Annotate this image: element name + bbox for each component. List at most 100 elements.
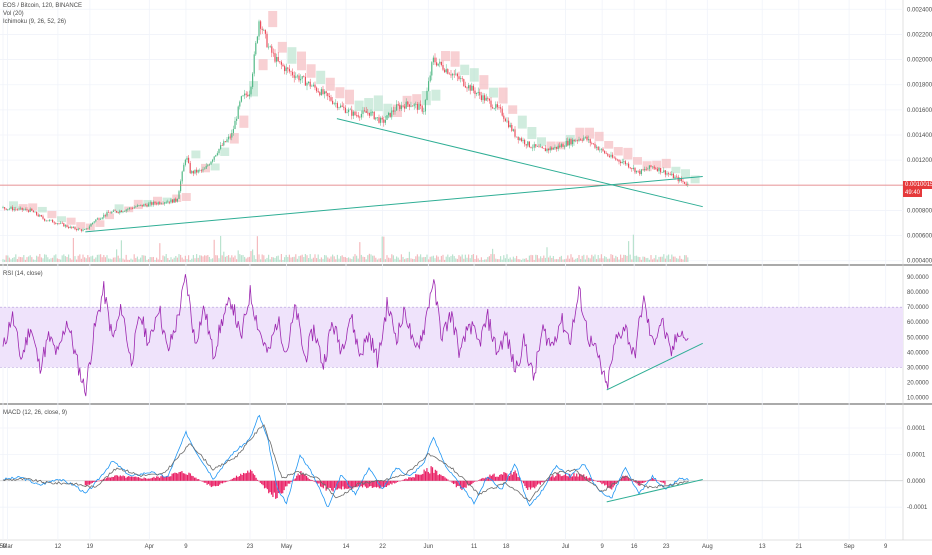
candle-body [682,180,684,182]
volume-bar [63,254,65,262]
macd-histogram-bar [637,480,639,486]
volume-bar [311,258,313,262]
macd-histogram-bar [360,480,362,487]
ichimoku-cloud [153,196,162,206]
volume-bar [356,255,358,262]
volume-bar [184,255,186,262]
macd-histogram-bar [311,479,313,481]
volume-bar [151,257,153,262]
candle-body [160,203,162,205]
candle-body [460,78,462,79]
candle-body [637,170,639,172]
macd-histogram-bar [455,480,457,488]
macd-histogram-bar [427,471,429,481]
macd-histogram-bar [434,469,436,481]
volume-bar [260,259,262,262]
macd-histogram-bar [608,480,610,488]
candle-body [23,209,25,211]
candle-body [364,110,366,112]
volume-bar [640,259,642,262]
rsi-tick-label: 90.0000 [907,275,929,281]
macd-histogram-bar [478,480,480,481]
macd-histogram-bar [513,472,515,481]
volume-bar [581,255,583,262]
macd-histogram-bar [539,480,541,485]
volume-bar [53,255,55,262]
candle-body [344,107,346,113]
macd-histogram-bar [296,475,298,481]
ichimoku-cloud [594,131,604,142]
candle-body [127,208,129,210]
candle-body [639,170,641,175]
volume-bar [548,257,550,262]
volume-bar [133,254,135,262]
volume-bar [189,259,191,262]
volume-bar [541,258,543,262]
candle-body [29,208,31,212]
volume-bar [628,241,630,262]
volume-bar [477,258,479,262]
volume-bar [474,259,476,262]
price-trendline [336,118,703,208]
volume-bar [124,259,126,262]
x-tick-label: May [281,544,292,550]
volume-bar [522,258,524,262]
ichimoku-cloud [325,77,335,91]
ichimoku-cloud [421,90,431,106]
macd-histogram-bar [105,478,107,481]
candle-body [399,105,401,109]
candle-body [386,115,388,120]
volume-bar [464,254,466,262]
macd-histogram-bar [125,477,127,481]
volume-bar [668,254,670,262]
candle-body [117,212,119,213]
ichimoku-cloud [28,203,38,211]
candle-body [538,146,540,148]
macd-histogram-bar [346,480,348,489]
candle-body [264,29,266,34]
macd-histogram-bar [436,470,438,481]
volume-bar [421,257,423,262]
candle-body [295,76,297,78]
volume-bar [666,255,668,262]
volume-bar [458,255,460,262]
candle-body [144,204,146,205]
macd-histogram-bar [135,476,137,481]
volume-bar [616,257,618,262]
candle-body [172,199,174,203]
candle-body [535,144,537,147]
candle-body [456,73,458,77]
volume-bar [493,254,495,262]
volume-bar [258,254,260,262]
volume-bar [556,259,558,262]
candle-body [509,124,511,128]
volume-bar [29,255,31,262]
ichimoku-cloud [124,206,134,213]
candle-body [90,223,92,227]
volume-bar [420,254,422,262]
volume-bar [520,259,522,262]
volume-bar [629,254,631,262]
volume-bar [180,254,182,262]
volume-bar [274,257,276,262]
ichimoku-cloud [210,163,220,171]
candle-body [316,87,318,92]
volume-bar [376,259,378,262]
macd-histogram-bar [480,478,483,481]
macd-histogram-bar [88,480,91,485]
candle-body [173,198,175,203]
volume-bar [296,258,298,262]
volume-bar [472,254,474,262]
volume-bar [634,255,636,262]
candle-body [208,164,210,166]
macd-histogram-bar [339,480,341,489]
candle-body [223,141,225,146]
volume-bar [255,259,257,262]
volume-bar [575,258,577,262]
candle-body [661,172,663,173]
macd-histogram-bar [333,480,336,488]
candle-body [93,221,95,223]
candle-body [383,119,385,123]
